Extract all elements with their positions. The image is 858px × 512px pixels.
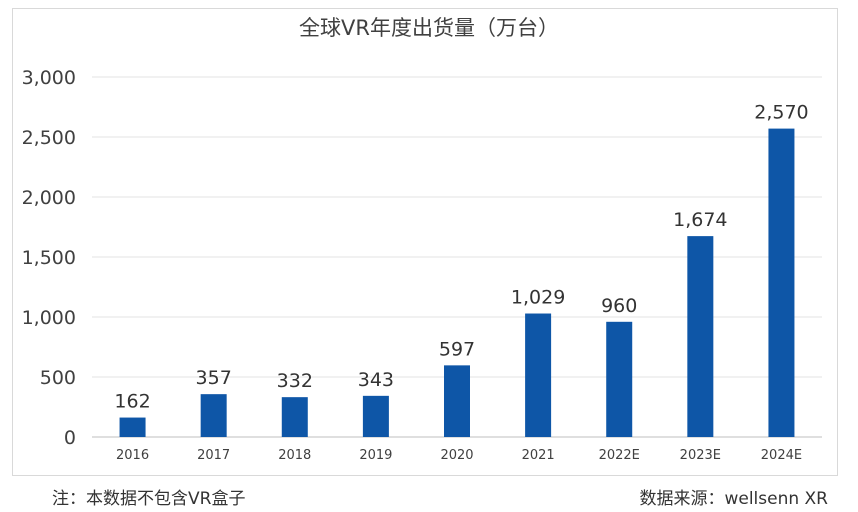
data-label: 597 <box>439 338 475 360</box>
x-tick-label: 2022E <box>599 448 640 463</box>
bars <box>119 128 795 437</box>
x-axis-ticks: 2016 2017 2018 2019 2020 2021 2022E 2023E 2024E <box>116 448 802 463</box>
data-label: 357 <box>196 367 232 389</box>
data-label: 332 <box>277 370 313 392</box>
data-label: 343 <box>358 369 394 391</box>
x-tick-label: 2019 <box>359 448 392 463</box>
x-tick-label: 2024E <box>761 448 802 463</box>
y-tick-label: 3,000 <box>22 67 76 89</box>
x-tick-label: 2017 <box>197 448 230 463</box>
y-tick-label: 2,000 <box>22 187 76 209</box>
bar <box>362 395 389 437</box>
value-labels: 162 357 332 343 597 1,029 960 1,674 2,570 <box>114 102 808 413</box>
y-tick-label: 1,000 <box>22 307 76 329</box>
footnote: 注：本数据不包含VR盒子 <box>52 489 246 509</box>
bar <box>606 321 633 437</box>
chart-title: 全球VR年度出货量（万台） <box>299 16 559 40</box>
bar <box>200 394 227 437</box>
data-label: 960 <box>601 295 637 317</box>
data-label: 1,029 <box>511 287 565 309</box>
y-axis-ticks: 0 500 1,000 1,500 2,000 2,500 3,000 <box>22 67 76 449</box>
x-tick-label: 2023E <box>680 448 721 463</box>
y-tick-label: 1,500 <box>22 247 76 269</box>
bar <box>687 236 714 437</box>
x-tick-label: 2021 <box>522 448 555 463</box>
data-source: 数据来源：wellsenn XR <box>639 489 828 509</box>
data-label: 1,674 <box>673 209 727 231</box>
data-label: 162 <box>114 391 150 413</box>
data-label: 2,570 <box>754 102 808 124</box>
bar <box>525 313 552 437</box>
bar <box>444 365 470 437</box>
y-tick-label: 2,500 <box>22 127 76 149</box>
bar <box>281 397 308 437</box>
x-tick-label: 2016 <box>116 448 149 463</box>
bar <box>768 128 795 437</box>
x-tick-label: 2020 <box>440 448 473 463</box>
x-tick-label: 2018 <box>278 448 311 463</box>
bar <box>119 417 146 437</box>
y-tick-label: 0 <box>64 427 76 449</box>
y-tick-label: 500 <box>40 367 76 389</box>
